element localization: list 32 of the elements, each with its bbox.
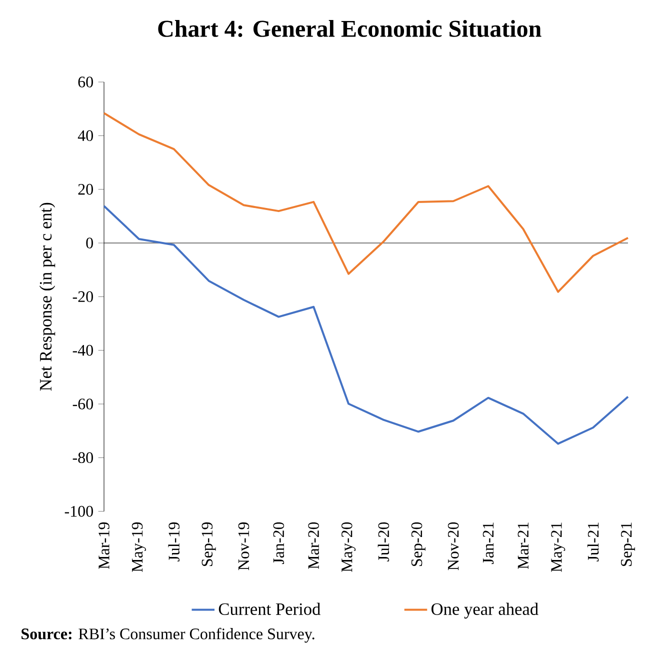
x-tick-label: Jul-19 (168, 522, 180, 562)
y-tick-label: 40 (78, 130, 93, 142)
text: Source: RBI’s Consumer Confidence Survey. (22, 628, 314, 643)
x-tick-label: Nov-19 (238, 522, 250, 570)
x-tick-label: Mar-20 (308, 522, 319, 569)
x-tick-label: May-20 (341, 522, 356, 572)
x-tick-label: Jan-21 (482, 522, 494, 564)
legend-label: Current Period (218, 602, 320, 615)
x-tick-label: Jul-20 (378, 522, 390, 562)
y-tick-label: -60 (72, 398, 93, 410)
y-tick-label: -40 (72, 344, 93, 356)
line-series (103, 112, 629, 293)
x-tick-label: Jan-20 (273, 522, 284, 564)
y-tick-label: -80 (72, 452, 93, 464)
y-tick-label: 20 (78, 184, 93, 195)
y-tick-label: -20 (72, 291, 93, 302)
legend-label: One year ahead (432, 602, 538, 619)
x-tick-label: Sep-19 (202, 522, 216, 566)
x-tick-label: Sep-20 (411, 522, 426, 566)
x-tick-label: Mar-21 (518, 522, 529, 569)
x-tick-label: Sep-21 (620, 522, 635, 566)
y-tick-label: 60 (78, 76, 93, 88)
line-series (103, 204, 629, 445)
x-tick-label: Nov-20 (448, 522, 459, 570)
y-tick-label: -100 (64, 506, 93, 517)
chart-title: Chart 4: General Economic Situation (158, 20, 542, 38)
y-axis-title: Net Response (in per c ent) (39, 202, 56, 391)
x-tick-label: May-19 (132, 522, 146, 572)
x-tick-label: Mar-19 (98, 522, 110, 569)
x-tick-label: Jul-21 (587, 522, 599, 562)
y-tick-label: 0 (86, 238, 93, 248)
x-tick-label: May-21 (551, 522, 566, 572)
